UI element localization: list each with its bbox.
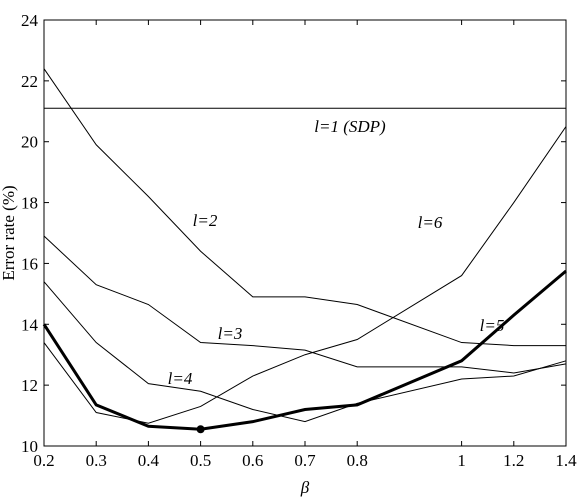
x-axis-label: β (300, 478, 310, 497)
series-label: l=3 (218, 324, 243, 343)
x-tick-label: 1.4 (555, 451, 577, 470)
y-tick-label: 22 (21, 72, 38, 91)
y-tick-label: 10 (21, 437, 38, 456)
series-label: l=4 (168, 369, 193, 388)
series-label: l=1 (SDP) (314, 117, 386, 136)
series-label: l=6 (418, 213, 443, 232)
series-label: l=2 (193, 211, 218, 230)
y-axis-label: Error rate (%) (0, 185, 18, 280)
series-line (43, 281, 567, 423)
min-marker (196, 425, 205, 434)
series-line (43, 68, 566, 347)
plot-frame (43, 19, 567, 447)
x-tick-label: 0.7 (294, 451, 316, 470)
y-tick-label: 16 (21, 254, 38, 273)
x-tick-label: 0.3 (86, 451, 107, 470)
series-line (43, 126, 567, 424)
x-tick-label: 0.5 (190, 451, 211, 470)
y-tick-label: 18 (21, 194, 38, 213)
series-label: l=5 (480, 316, 505, 335)
x-tick-label: 0.4 (138, 451, 160, 470)
y-tick-label: 14 (21, 315, 39, 334)
y-tick-label: 12 (21, 376, 38, 395)
y-tick-label: 24 (21, 11, 39, 30)
series-line (43, 235, 567, 374)
x-tick-label: 0.8 (347, 451, 368, 470)
x-tick-label: 0.6 (242, 451, 263, 470)
x-tick-label: 0.2 (33, 451, 54, 470)
x-tick-label: 1.2 (503, 451, 524, 470)
series-line (42, 269, 567, 431)
y-tick-label: 20 (21, 133, 38, 152)
x-tick-label: 1 (457, 451, 466, 470)
